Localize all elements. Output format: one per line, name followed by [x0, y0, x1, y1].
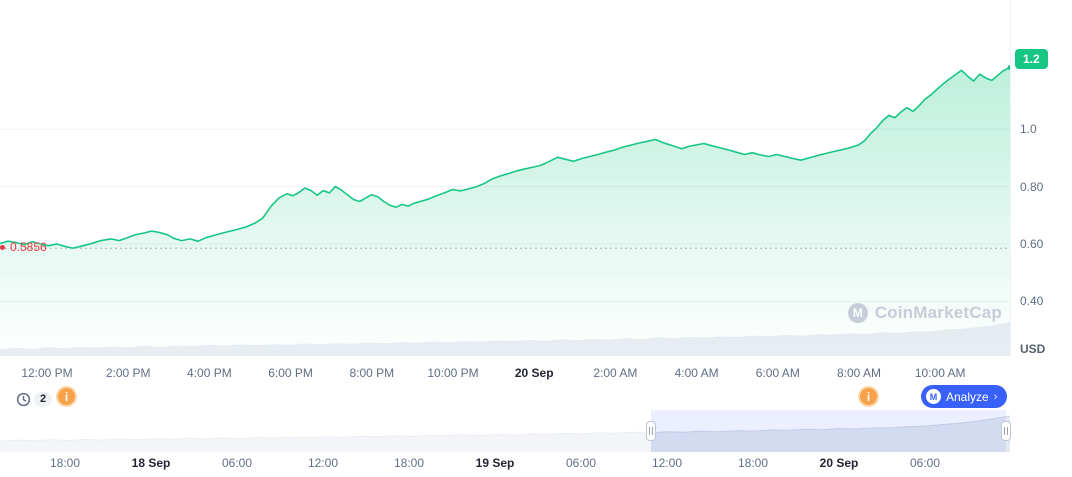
low-price-value: 0.5856 — [10, 240, 47, 255]
event-info-marker[interactable]: i — [56, 386, 77, 407]
navigator-axis-tick: 18:00 — [393, 456, 425, 470]
x-axis-tick: 4:00 PM — [187, 366, 232, 380]
y-axis[interactable]: 1.2 USD 0.40 0.60 0.80 1.0 — [1010, 0, 1072, 356]
y-axis-tick: 0.80 — [1020, 179, 1044, 194]
navigator-axis-tick: 06:00 — [565, 456, 597, 470]
chevron-right-icon: › — [993, 390, 998, 403]
navigator-axis-tick: 12:00 — [651, 456, 683, 470]
info-icon: i — [866, 389, 871, 404]
history-clock-icon — [16, 392, 31, 406]
timeline-navigator[interactable] — [0, 410, 1011, 452]
x-axis-tick: 8:00 PM — [349, 366, 395, 380]
info-icon: i — [64, 389, 69, 404]
event-info-marker[interactable]: i — [858, 386, 879, 407]
navigator-left-handle[interactable] — [646, 421, 657, 441]
navigator-axis-tick: 18 Sep — [131, 456, 171, 470]
svg-text:M: M — [853, 306, 863, 320]
low-price-dot-icon — [0, 244, 5, 250]
navigator-axis-tick: 06:00 — [909, 456, 941, 470]
navigator-axis-tick: 20 Sep — [819, 456, 859, 470]
price-line — [0, 66, 1010, 249]
y-axis-tick: 1.0 — [1020, 122, 1037, 137]
history-count-badge: 2 — [34, 391, 53, 407]
watermark-text: CoinMarketCap — [874, 303, 1002, 322]
navigator-right-handle[interactable] — [1000, 421, 1011, 441]
analyze-label: Analyze — [946, 389, 989, 404]
main-chart-area[interactable]: 0.5856 M CoinMarketCap — [0, 0, 1010, 356]
x-axis-tick: 2:00 PM — [105, 366, 151, 380]
analyze-button[interactable]: M Analyze › — [921, 385, 1008, 408]
y-axis-tick: 0.40 — [1020, 294, 1044, 309]
svg-text:M: M — [930, 392, 938, 402]
navigator-axis-tick: 12:00 — [307, 456, 339, 470]
handle-grip-icon — [1003, 427, 1008, 435]
x-axis-tick: 4:00 AM — [674, 366, 719, 380]
x-axis-tick: 12:00 PM — [21, 366, 73, 380]
current-price-badge: 1.2 — [1015, 49, 1048, 70]
y-axis-tick: 0.60 — [1020, 237, 1044, 252]
x-axis-tick: 2:00 AM — [593, 366, 638, 380]
x-axis-tick: 10:00 AM — [914, 366, 966, 380]
x-axis: 12:00 PM 2:00 PM 4:00 PM 6:00 PM 8:00 PM 10:0… — [0, 366, 1010, 384]
x-axis-tick: 6:00 PM — [268, 366, 313, 380]
handle-grip-icon — [649, 427, 654, 435]
navigator-axis: 18:00 18 Sep 06:00 12:00 18:00 19 Sep 06:00 12:… — [0, 456, 1010, 472]
navigator-selected-region[interactable] — [651, 410, 1006, 452]
price-chart[interactable] — [0, 0, 1010, 356]
x-axis-tick: 20 Sep — [514, 366, 554, 380]
x-axis-tick: 8:00 AM — [836, 366, 882, 380]
currency-unit-label: USD — [1020, 342, 1046, 356]
x-axis-tick: 10:00 PM — [427, 366, 479, 380]
low-price-label: 0.5856 — [0, 240, 47, 254]
coinmarketcap-watermark: M CoinMarketCap — [847, 302, 1002, 324]
coinmarketcap-logo-icon: M — [847, 303, 868, 323]
navigator-axis-tick: 06:00 — [221, 456, 253, 470]
history-button[interactable]: 2 — [16, 389, 53, 409]
x-axis-tick: 6:00 AM — [755, 366, 800, 380]
navigator-axis-tick: 18:00 — [737, 456, 769, 470]
navigator-axis-tick: 18:00 — [49, 456, 81, 470]
navigator-unselected-region[interactable] — [0, 410, 652, 452]
navigator-axis-tick: 19 Sep — [475, 456, 515, 470]
coinmarketcap-logo-icon: M — [926, 389, 941, 404]
current-price-dot — [1007, 65, 1010, 70]
price-area — [0, 67, 1010, 356]
